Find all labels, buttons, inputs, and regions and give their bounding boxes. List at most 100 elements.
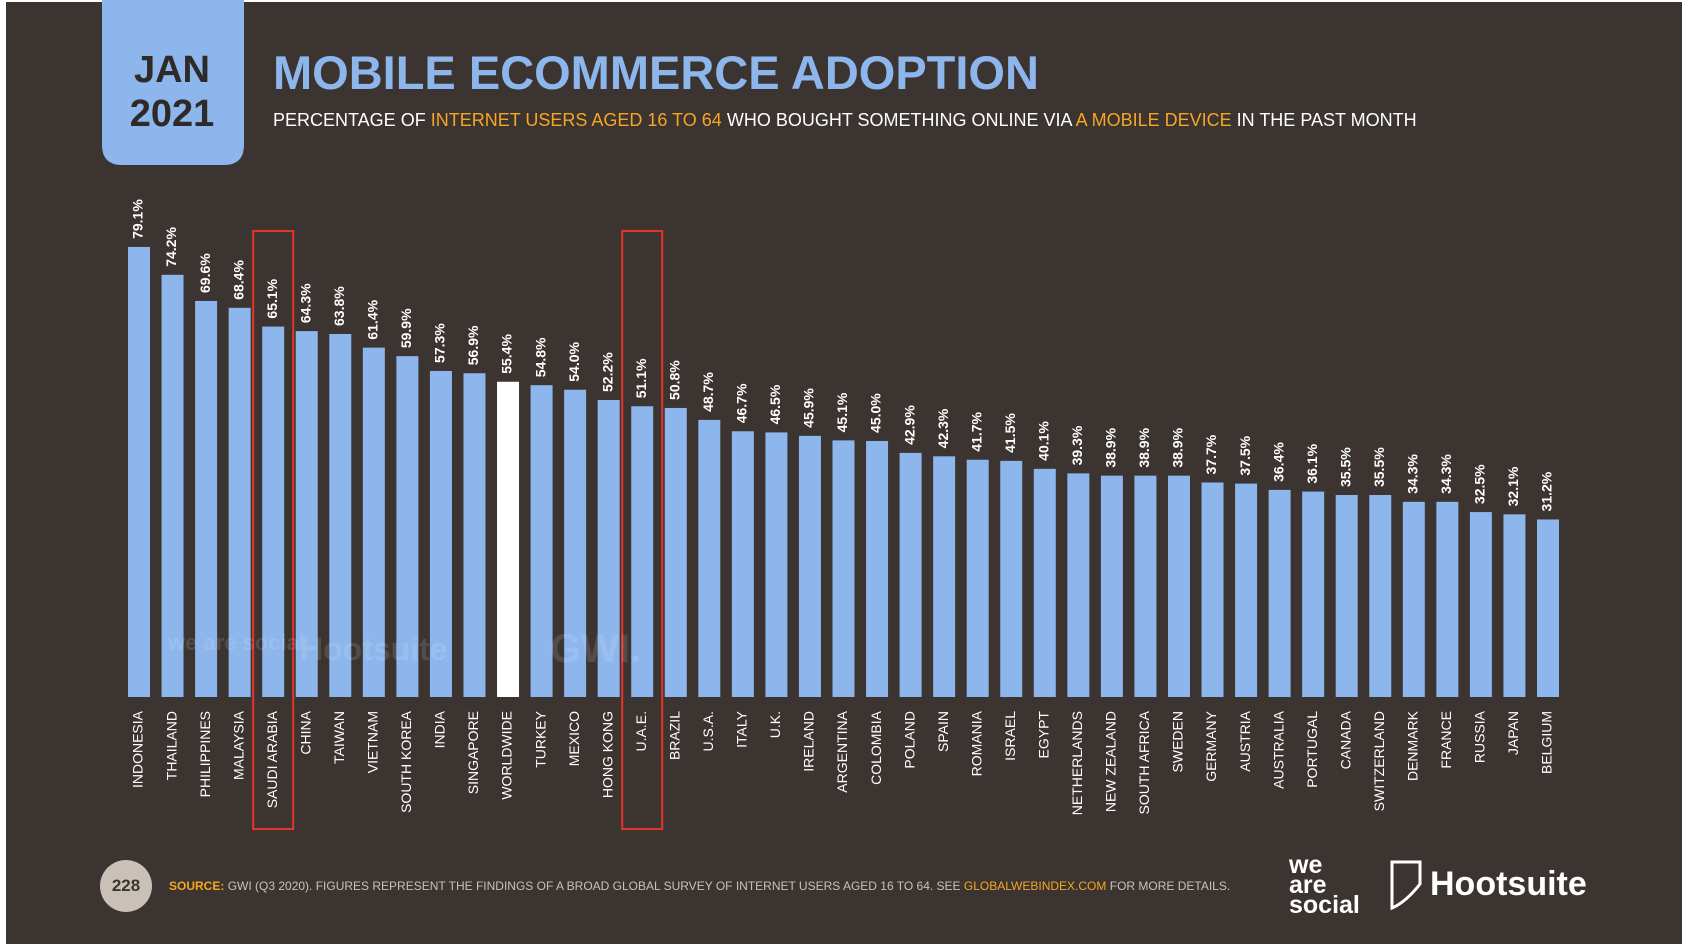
bar <box>1436 501 1459 697</box>
category-label: MEXICO <box>566 711 582 766</box>
bar <box>1167 475 1190 697</box>
logo-text: are <box>1289 871 1327 899</box>
bar <box>262 326 285 697</box>
category-label: U.K. <box>767 711 783 738</box>
category-label: SWITZERLAND <box>1371 711 1387 811</box>
value-label: 34.3% <box>1405 454 1421 494</box>
bar <box>1335 495 1358 697</box>
bar <box>564 389 587 697</box>
bar <box>765 432 788 697</box>
value-label: 61.4% <box>365 299 381 339</box>
bar <box>1033 468 1056 697</box>
value-label: 74.2% <box>163 227 179 267</box>
category-label: AUSTRIA <box>1237 710 1253 771</box>
watermark: Hootsuite <box>300 631 448 667</box>
category-label: THAILAND <box>163 711 179 780</box>
value-label: 59.9% <box>398 308 414 348</box>
page-number: 228 <box>112 876 140 895</box>
bar <box>1503 514 1526 697</box>
bar <box>228 307 251 697</box>
subtitle-highlight: A MOBILE DEVICE <box>1076 110 1232 130</box>
category-label: WORLDWIDE <box>499 711 515 800</box>
category-label: VIETNAM <box>365 711 381 773</box>
bar <box>832 440 855 697</box>
source: SOURCE: GWI (Q3 2020). FIGURES REPRESENT… <box>169 879 1230 893</box>
category-label: SOUTH KOREA <box>398 710 414 813</box>
bar <box>1402 501 1425 697</box>
page-badge <box>100 860 152 912</box>
value-label: 46.5% <box>767 384 783 424</box>
category-label: FRANCE <box>1438 711 1454 769</box>
chart-title: MOBILE ECOMMERCE ADOPTION <box>273 46 1039 99</box>
category-label: IRELAND <box>801 711 817 772</box>
bar <box>161 274 184 697</box>
watermarks: we are social Hootsuite GWI. <box>167 627 641 671</box>
value-label: 46.7% <box>734 383 750 423</box>
value-label: 51.1% <box>633 358 649 398</box>
bar <box>1369 495 1392 697</box>
value-label: 63.8% <box>331 286 347 326</box>
bar <box>329 333 352 697</box>
value-label: 42.3% <box>935 408 951 448</box>
category-label: EGYPT <box>1035 711 1051 759</box>
subtitle-highlight: INTERNET USERS AGED 16 TO 64 <box>431 110 722 130</box>
category-label: AUSTRALIA <box>1270 710 1286 788</box>
badge-month: JAN <box>134 49 210 91</box>
bar <box>731 431 754 697</box>
category-label: ITALY <box>734 710 750 747</box>
value-label: 38.9% <box>1103 427 1119 467</box>
bar <box>1134 475 1157 697</box>
category-label: DENMARK <box>1405 710 1421 781</box>
watermark: GWI. <box>550 627 641 671</box>
we-are-social-logo: we are social <box>1288 851 1360 919</box>
category-label: COLOMBIA <box>868 710 884 785</box>
bar <box>933 456 956 697</box>
source-link: GLOBALWEBINDEX.COM <box>964 879 1106 893</box>
bar <box>1235 483 1258 697</box>
value-label: 57.3% <box>432 323 448 363</box>
hootsuite-icon <box>1390 860 1422 911</box>
value-label: 34.3% <box>1438 454 1454 494</box>
value-label: 35.5% <box>1337 447 1353 487</box>
bar <box>1268 489 1291 697</box>
bar <box>899 452 922 697</box>
category-label: SWEDEN <box>1170 711 1186 772</box>
source-text: FOR MORE DETAILS. <box>1110 879 1230 893</box>
category-label: U.S.A. <box>700 711 716 751</box>
highlight-box <box>252 230 295 830</box>
value-label: 41.7% <box>968 411 984 451</box>
category-label: INDIA <box>432 710 448 748</box>
category-label: INDONESIA <box>130 710 146 788</box>
subtitle-part: WHO BOUGHT SOMETHING ONLINE VIA <box>727 110 1073 130</box>
value-label: 35.5% <box>1371 447 1387 487</box>
category-label: CHINA <box>297 710 313 754</box>
bar <box>530 385 553 697</box>
badge-year: 2021 <box>130 93 215 135</box>
category-label: POLAND <box>901 711 917 769</box>
bar <box>1469 512 1492 697</box>
category-label: SPAIN <box>935 711 951 752</box>
category-label: NETHERLANDS <box>1069 711 1085 815</box>
logo-text: social <box>1289 891 1360 919</box>
date-badge <box>102 0 244 165</box>
bar <box>128 246 150 697</box>
value-label: 38.9% <box>1136 427 1152 467</box>
category-label: MALAYSIA <box>230 710 246 780</box>
value-label: 39.3% <box>1069 425 1085 465</box>
value-label: 65.1% <box>264 278 280 318</box>
category-label: SOUTH AFRICA <box>1136 710 1152 814</box>
value-label: 48.7% <box>700 372 716 412</box>
bar <box>429 370 452 697</box>
subtitle: PERCENTAGE OF INTERNET USERS AGED 16 TO … <box>273 110 1417 130</box>
category-label: TURKEY <box>532 710 548 767</box>
category-label: PORTUGAL <box>1304 711 1320 788</box>
bar <box>497 381 520 697</box>
category-label: BRAZIL <box>666 711 682 760</box>
hootsuite-logo: Hootsuite <box>1430 865 1587 903</box>
bar <box>195 300 218 697</box>
bar <box>295 331 318 697</box>
category-label: RUSSIA <box>1472 710 1488 763</box>
category-label: HONG KONG <box>599 711 615 798</box>
value-label: 31.2% <box>1539 471 1555 511</box>
value-label: 50.8% <box>666 360 682 400</box>
